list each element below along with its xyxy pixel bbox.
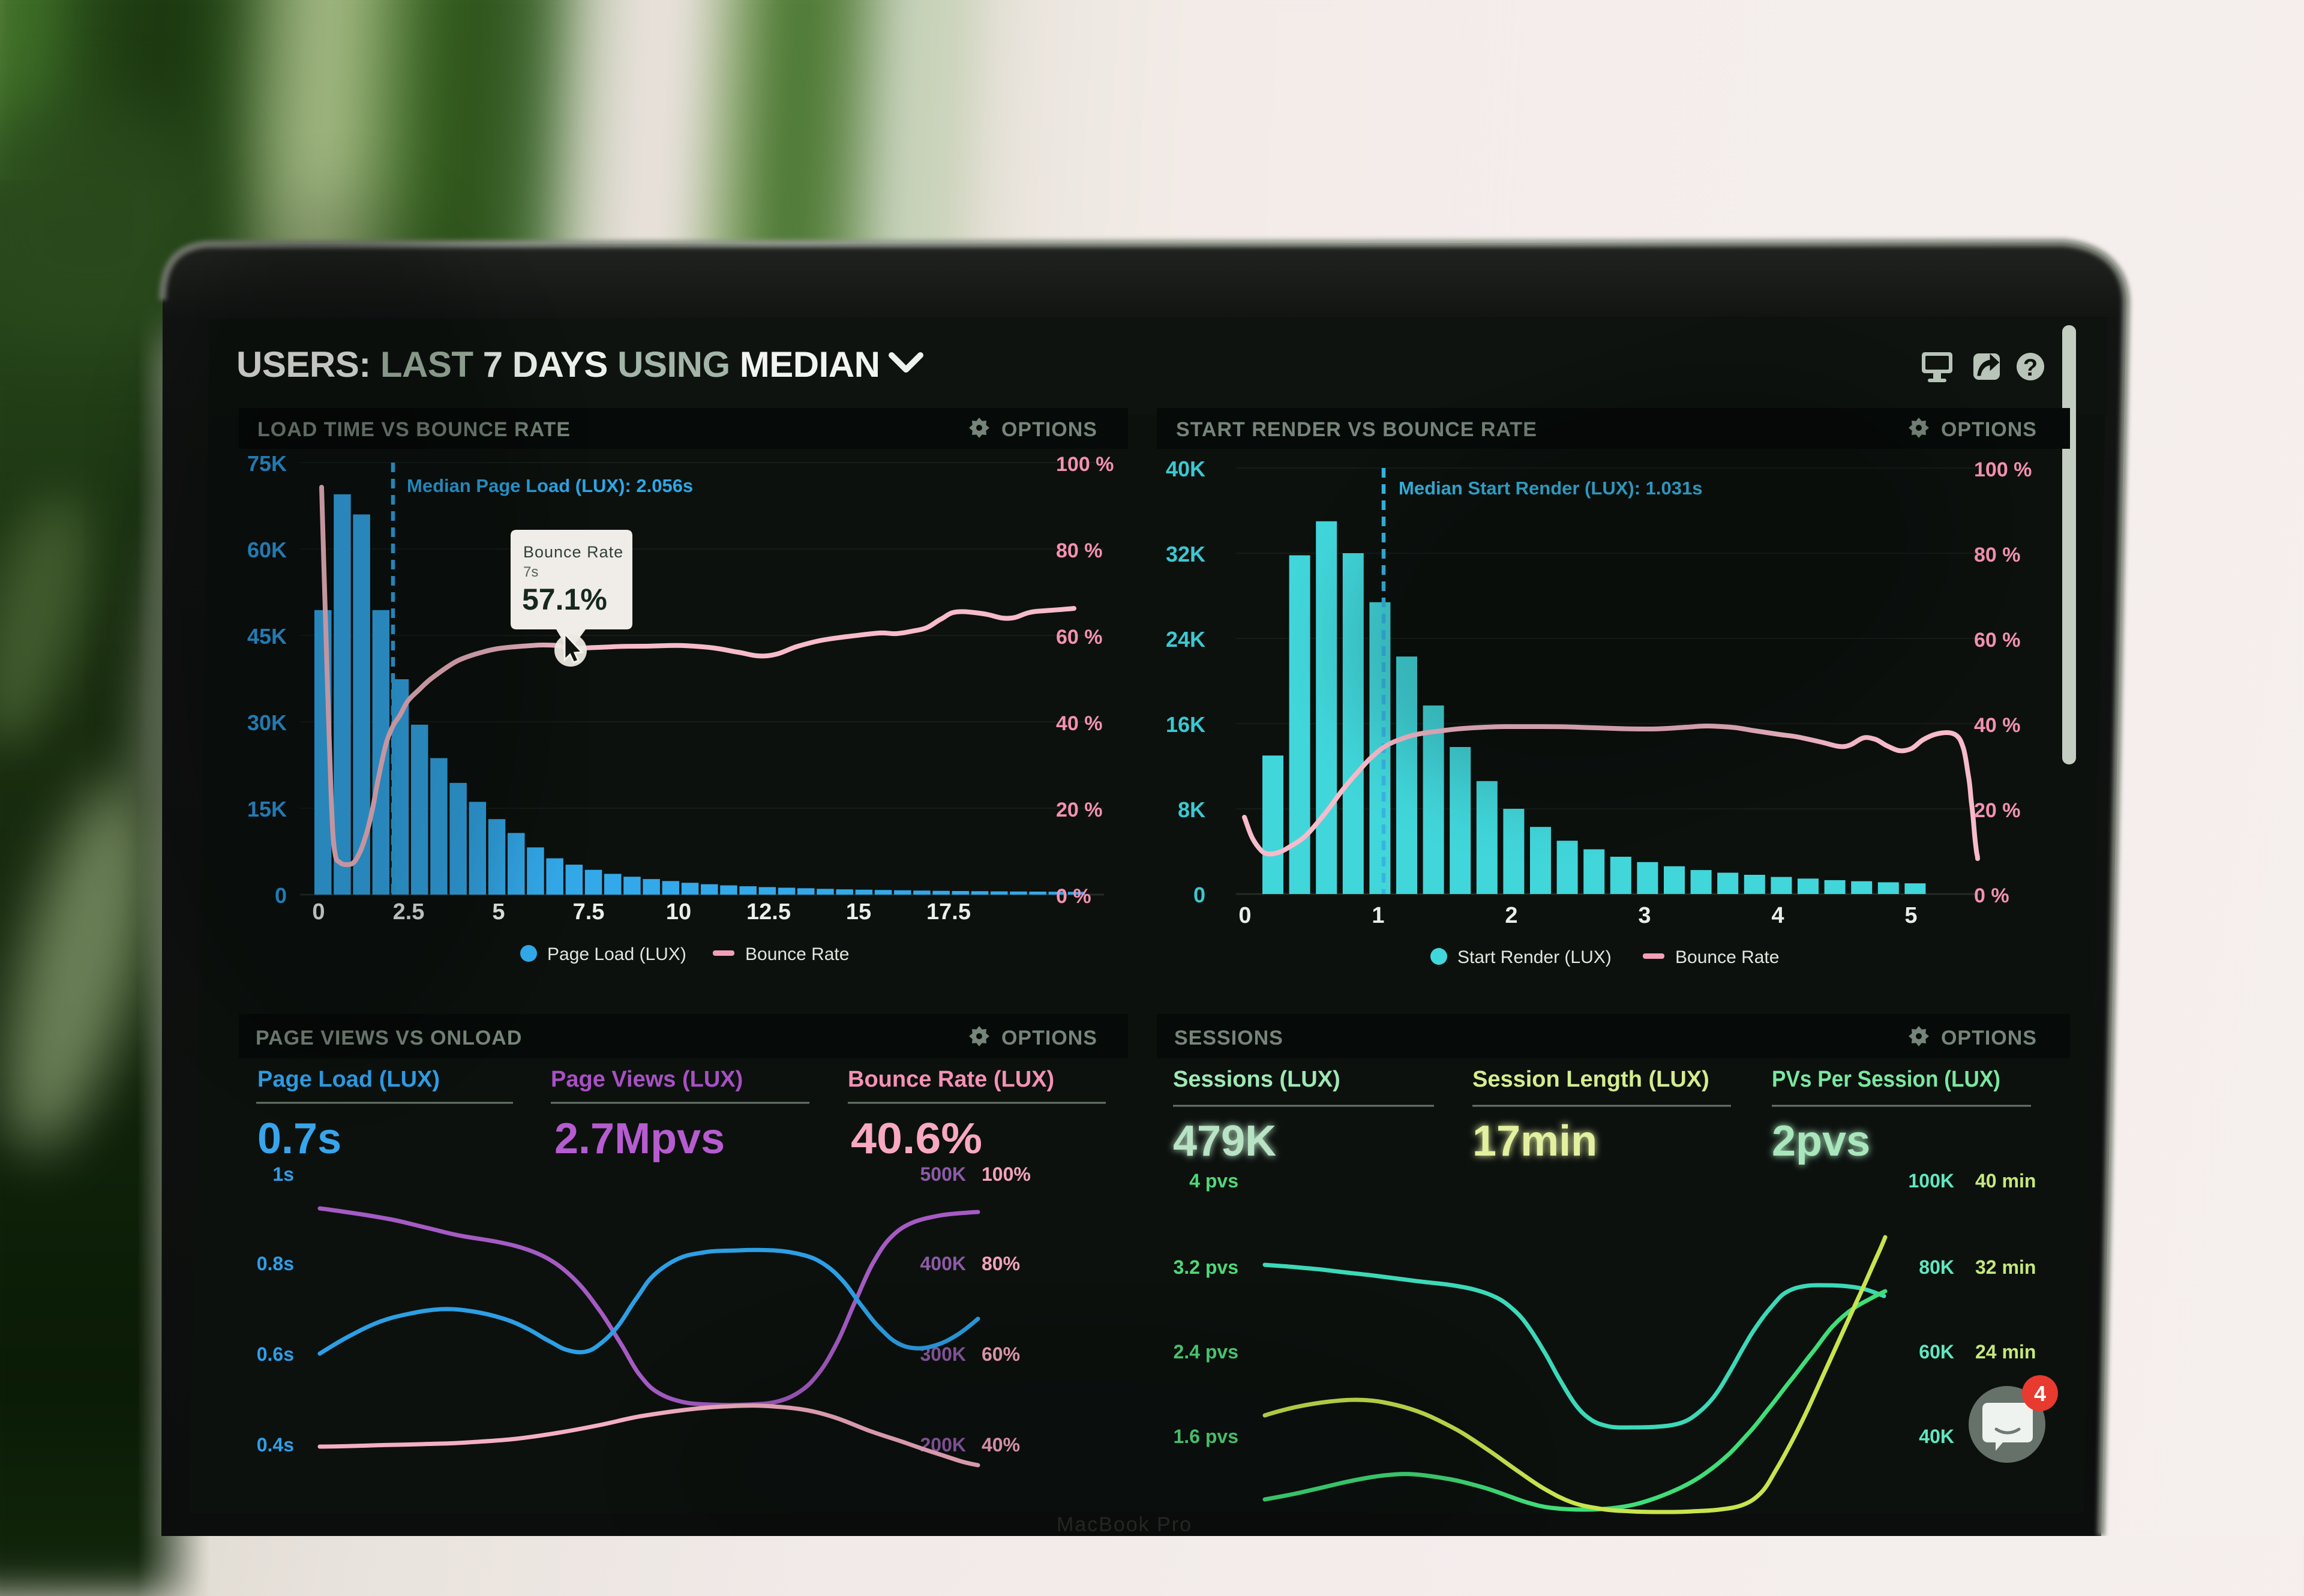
svg-text:SESSIONS: SESSIONS — [1174, 1027, 1283, 1049]
svg-text:20 %: 20 % — [1974, 799, 2021, 822]
svg-text:10: 10 — [666, 899, 691, 925]
svg-text:24 min: 24 min — [1975, 1341, 2036, 1363]
svg-text:4: 4 — [1771, 903, 1784, 928]
svg-text:60K: 60K — [1919, 1341, 1954, 1363]
svg-text:2pvs: 2pvs — [1772, 1117, 1870, 1165]
svg-text:15: 15 — [846, 899, 871, 925]
svg-text:100 %: 100 % — [1056, 453, 1114, 476]
svg-text:OPTIONS: OPTIONS — [1941, 1027, 2037, 1049]
svg-text:40.6%: 40.6% — [851, 1115, 982, 1163]
svg-text:17min: 17min — [1472, 1117, 1597, 1165]
svg-text:4: 4 — [2034, 1381, 2046, 1406]
svg-text:OPTIONS: OPTIONS — [1001, 418, 1097, 441]
svg-text:100K: 100K — [1909, 1170, 1955, 1192]
svg-text:500K: 500K — [920, 1163, 967, 1185]
svg-text:Start Render (LUX): Start Render (LUX) — [1457, 947, 1612, 967]
svg-text:7.5: 7.5 — [573, 899, 605, 925]
svg-text:PVs Per Session (LUX): PVs Per Session (LUX) — [1772, 1067, 2000, 1092]
svg-text:Bounce Rate: Bounce Rate — [523, 543, 623, 561]
svg-text:40 %: 40 % — [1056, 712, 1103, 735]
svg-text:2.7Mpvs: 2.7Mpvs — [554, 1115, 725, 1163]
svg-text:400K: 400K — [920, 1253, 967, 1274]
svg-text:57.1%: 57.1% — [522, 583, 607, 616]
svg-text:60 %: 60 % — [1974, 629, 2021, 652]
svg-text:5: 5 — [1904, 903, 1917, 928]
svg-text:Bounce Rate (LUX): Bounce Rate (LUX) — [848, 1067, 1054, 1092]
svg-text:16K: 16K — [1166, 712, 1205, 737]
svg-text:1: 1 — [1372, 903, 1384, 928]
svg-text:80K: 80K — [1919, 1256, 1954, 1278]
svg-text:7s: 7s — [523, 564, 538, 580]
svg-text:40K: 40K — [1166, 457, 1205, 481]
svg-text:80%: 80% — [982, 1253, 1020, 1274]
svg-text:0 %: 0 % — [1056, 885, 1091, 908]
svg-text:40 %: 40 % — [1974, 714, 2021, 737]
svg-text:479K: 479K — [1173, 1117, 1276, 1165]
svg-text:Page Load (LUX): Page Load (LUX) — [547, 944, 686, 964]
svg-text:0.6s: 0.6s — [257, 1343, 294, 1365]
svg-text:0: 0 — [1238, 903, 1251, 928]
svg-text:100 %: 100 % — [1974, 458, 2032, 481]
svg-text:2: 2 — [1505, 903, 1517, 928]
svg-text:OPTIONS: OPTIONS — [1001, 1027, 1097, 1049]
svg-text:24K: 24K — [1166, 627, 1205, 652]
svg-text:40K: 40K — [1919, 1426, 1954, 1447]
svg-text:4 pvs: 4 pvs — [1189, 1170, 1238, 1192]
svg-text:Page Views (LUX): Page Views (LUX) — [551, 1067, 743, 1092]
svg-text:0.8s: 0.8s — [257, 1253, 294, 1274]
svg-text:0.7s: 0.7s — [257, 1115, 341, 1163]
svg-text:Page Load (LUX): Page Load (LUX) — [257, 1067, 440, 1092]
svg-text:32 min: 32 min — [1975, 1256, 2036, 1278]
svg-text:80 %: 80 % — [1056, 539, 1103, 562]
svg-text:?: ? — [2023, 355, 2038, 381]
svg-text:32K: 32K — [1166, 542, 1205, 566]
svg-text:0.4s: 0.4s — [257, 1434, 294, 1456]
svg-text:0: 0 — [1193, 883, 1205, 907]
svg-text:Sessions (LUX): Sessions (LUX) — [1173, 1067, 1340, 1092]
svg-text:8K: 8K — [1178, 797, 1205, 822]
svg-text:17.5: 17.5 — [926, 899, 971, 925]
svg-text:12.5: 12.5 — [746, 899, 791, 925]
svg-text:START RENDER VS BOUNCE RATE: START RENDER VS BOUNCE RATE — [1176, 418, 1537, 441]
svg-text:20 %: 20 % — [1056, 799, 1103, 821]
svg-text:100%: 100% — [982, 1163, 1031, 1185]
svg-text:3.2 pvs: 3.2 pvs — [1173, 1256, 1238, 1278]
svg-text:40 min: 40 min — [1975, 1170, 2036, 1192]
svg-text:0 %: 0 % — [1974, 884, 2009, 907]
svg-text:Session Length (LUX): Session Length (LUX) — [1472, 1067, 1709, 1092]
svg-text:60 %: 60 % — [1056, 626, 1103, 649]
svg-text:1s: 1s — [272, 1163, 294, 1185]
svg-text:Bounce Rate: Bounce Rate — [1675, 947, 1779, 967]
svg-text:Bounce Rate: Bounce Rate — [745, 944, 849, 964]
svg-text:80 %: 80 % — [1974, 544, 2021, 566]
svg-text:3: 3 — [1638, 903, 1651, 928]
svg-text:OPTIONS: OPTIONS — [1941, 418, 2037, 441]
